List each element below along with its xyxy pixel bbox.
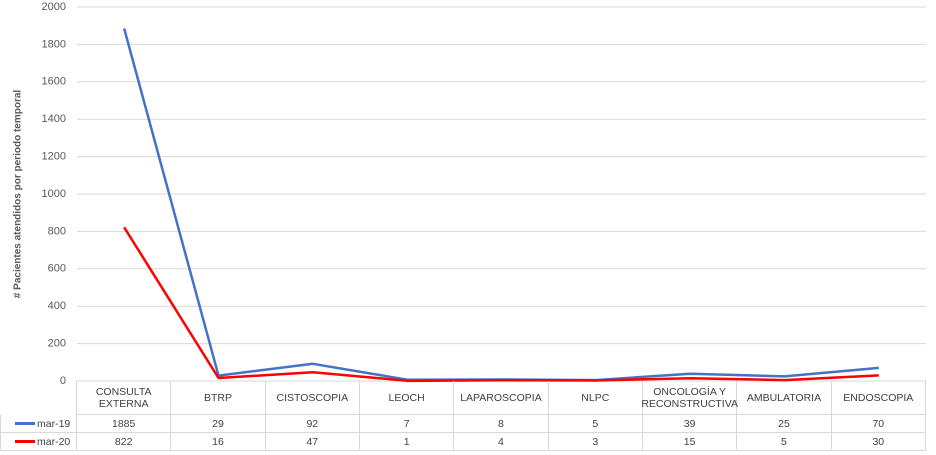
x-tick-label: NLPC xyxy=(548,381,643,415)
y-axis-title: # Pacientes atendidos por periodo tempor… xyxy=(13,90,24,299)
data-label: 5 xyxy=(548,415,643,433)
legend-label: mar-20 xyxy=(37,435,71,448)
legend-key xyxy=(15,440,35,443)
x-tick-label: CISTOSCOPIA xyxy=(265,381,360,415)
data-label: 822 xyxy=(77,433,172,451)
data-table: CONSULTA EXTERNA BTRP CISTOSCOPIA LEOCH LAPA… xyxy=(0,381,926,451)
y-tick-label: 1800 xyxy=(42,38,66,50)
table-row: mar-20 822 16 47 1 4 3 15 5 30 xyxy=(0,433,926,451)
series-line xyxy=(122,28,879,382)
table-row: mar-19 1885 29 92 7 8 5 39 25 70 xyxy=(0,415,926,433)
data-label: 4 xyxy=(454,433,549,451)
data-label: 8 xyxy=(454,415,549,433)
y-tick-label: 0 xyxy=(60,375,66,387)
data-label: 70 xyxy=(831,415,926,433)
data-label: 5 xyxy=(737,433,832,451)
y-tick-label: 1200 xyxy=(42,151,66,163)
series-line xyxy=(123,226,879,383)
legend-key xyxy=(15,422,35,425)
y-tick-label: 2000 xyxy=(42,1,66,13)
x-tick-label: BTRP xyxy=(171,381,266,415)
legend-entry: mar-19 xyxy=(0,415,77,433)
x-tick-label: AMBULATORIA xyxy=(737,381,832,415)
y-tick-label: 800 xyxy=(48,225,66,237)
legend-entry: mar-20 xyxy=(0,433,77,451)
y-tick-label: 400 xyxy=(48,300,66,312)
y-tick-label: 200 xyxy=(48,338,66,350)
x-tick-label: ONCOLOGÍA Y RECONSTRUCTIVA xyxy=(641,381,738,415)
data-label: 39 xyxy=(642,415,738,433)
data-label: 3 xyxy=(548,433,643,451)
y-tick-label: 600 xyxy=(48,263,66,275)
data-label: 30 xyxy=(831,433,926,451)
data-label: 16 xyxy=(171,433,266,451)
data-label: 29 xyxy=(171,415,266,433)
y-tick-label: 1400 xyxy=(42,113,66,125)
x-tick-label: LEOCH xyxy=(359,381,455,415)
data-label: 15 xyxy=(642,433,738,451)
data-label: 92 xyxy=(265,415,360,433)
data-label: 47 xyxy=(265,433,360,451)
y-tick-label: 1000 xyxy=(42,188,66,200)
table-header: CONSULTA EXTERNA BTRP CISTOSCOPIA LEOCH LAPA… xyxy=(0,381,926,415)
x-tick-label: CONSULTA EXTERNA xyxy=(77,381,172,415)
x-tick-label: ENDOSCOPIA xyxy=(831,381,926,415)
y-tick-label: 1600 xyxy=(42,76,66,88)
data-label: 1 xyxy=(359,433,455,451)
data-label: 7 xyxy=(359,415,455,433)
data-label: 25 xyxy=(737,415,832,433)
legend-label: mar-19 xyxy=(37,417,71,430)
data-label: 1885 xyxy=(77,415,172,433)
x-tick-label: LAPAROSCOPIA xyxy=(454,381,549,415)
corner xyxy=(0,381,77,415)
